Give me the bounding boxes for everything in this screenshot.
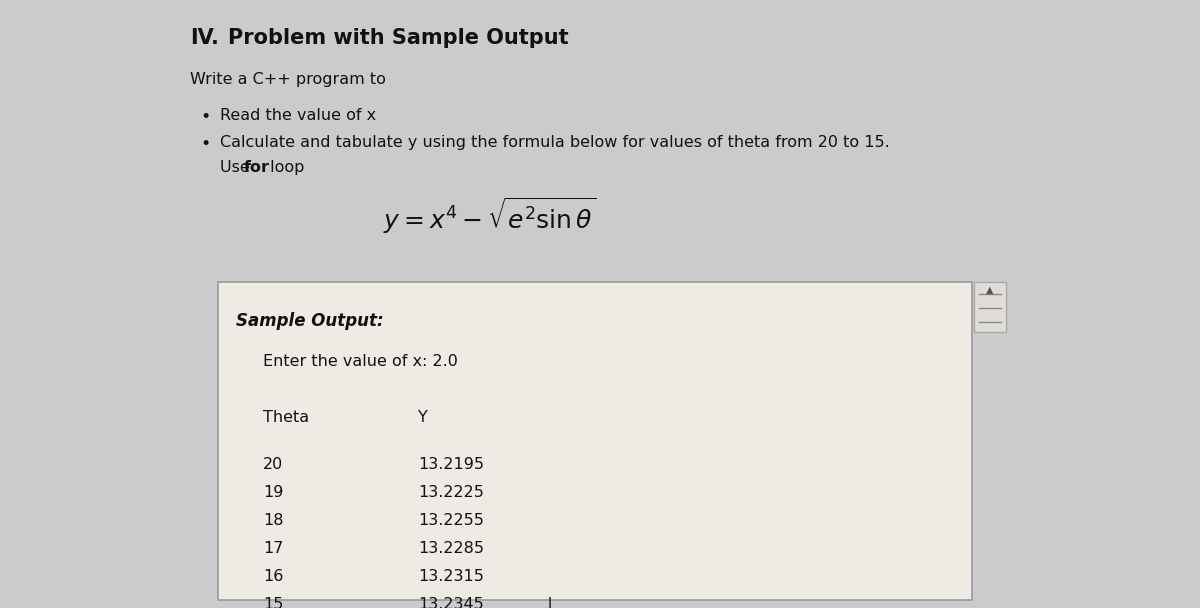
Text: $y = x^{4} - \sqrt{e^{2}\sin\theta}$: $y = x^{4} - \sqrt{e^{2}\sin\theta}$ — [383, 195, 596, 235]
Text: loop: loop — [265, 160, 305, 175]
Text: Sample Output:: Sample Output: — [236, 312, 384, 330]
Text: Y: Y — [418, 410, 427, 425]
Text: 13.2195: 13.2195 — [418, 457, 484, 472]
Text: 13.2255: 13.2255 — [418, 513, 484, 528]
Text: I: I — [548, 597, 552, 608]
Text: 20: 20 — [263, 457, 283, 472]
Text: Read the value of x: Read the value of x — [220, 108, 376, 123]
Text: ▲: ▲ — [986, 285, 994, 295]
Text: 17: 17 — [263, 541, 283, 556]
Bar — [218, 282, 972, 600]
Text: Theta: Theta — [263, 410, 310, 425]
Text: Write a C++ program to: Write a C++ program to — [190, 72, 386, 87]
Bar — [974, 282, 1006, 332]
Text: Problem with Sample Output: Problem with Sample Output — [228, 28, 569, 48]
Text: Use: Use — [220, 160, 254, 175]
Text: Calculate and tabulate y using the formula below for values of theta from 20 to : Calculate and tabulate y using the formu… — [220, 135, 889, 150]
Text: •: • — [200, 135, 210, 153]
Text: 13.2315: 13.2315 — [418, 569, 484, 584]
Text: Enter the value of x: 2.0: Enter the value of x: 2.0 — [263, 354, 458, 369]
Text: 16: 16 — [263, 569, 283, 584]
Text: 13.2285: 13.2285 — [418, 541, 484, 556]
Text: 13.2345: 13.2345 — [418, 597, 484, 608]
Text: 13.2225: 13.2225 — [418, 485, 484, 500]
Text: IV.: IV. — [190, 28, 218, 48]
Text: 18: 18 — [263, 513, 283, 528]
Text: 15: 15 — [263, 597, 283, 608]
Text: for: for — [244, 160, 270, 175]
Text: •: • — [200, 108, 210, 126]
Text: 19: 19 — [263, 485, 283, 500]
